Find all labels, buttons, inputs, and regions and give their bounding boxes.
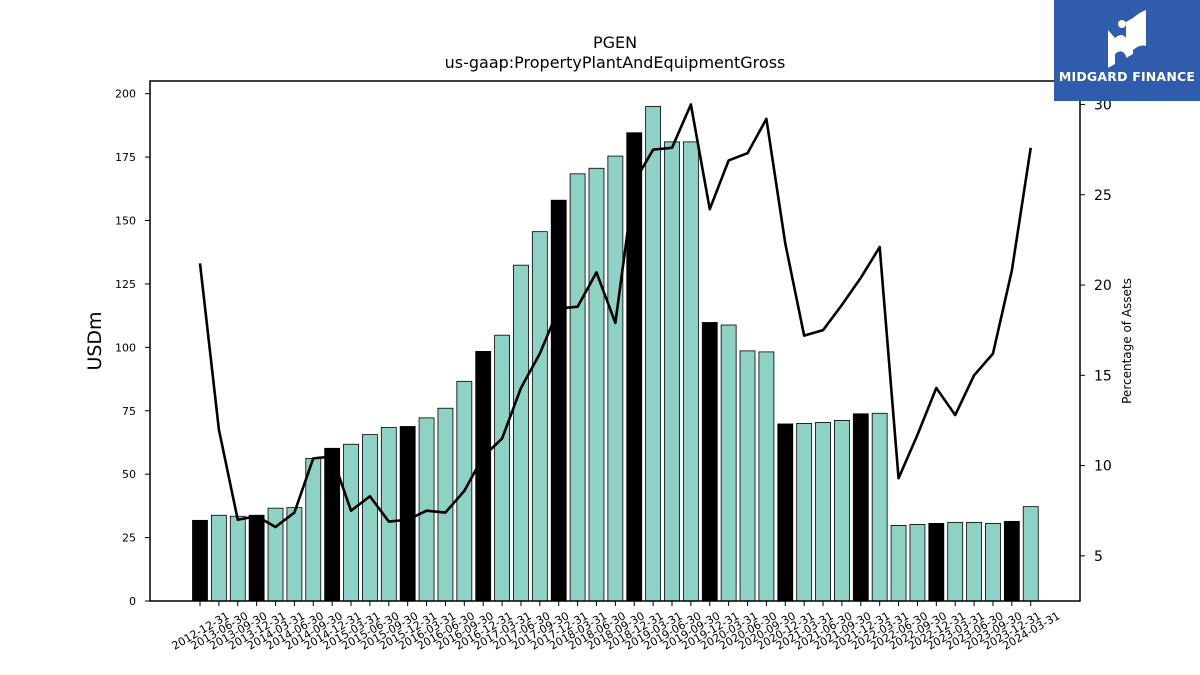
- bar-2014-09-30: [305, 458, 322, 602]
- y2-tick-label-30: 30: [1094, 97, 1112, 113]
- midgard-logo-icon: [1108, 10, 1146, 68]
- bar-2023-03-31: [947, 521, 964, 602]
- bar-2017-06-30: [513, 264, 529, 602]
- y-tick-label-125: 125: [115, 278, 136, 291]
- y-tick-label-100: 100: [115, 341, 136, 354]
- bar-2016-12-31: [475, 350, 492, 602]
- bar-2024-03-31: [1022, 506, 1039, 602]
- y-tick-label-25: 25: [122, 532, 136, 545]
- bar-2013-06-30: [210, 514, 227, 602]
- y-axis-label: USDm: [84, 311, 106, 370]
- bar-2018-06-30: [588, 167, 605, 602]
- y-tick-label-175: 175: [115, 151, 136, 164]
- bar-2012-12-31: [192, 519, 208, 602]
- bar-2017-09-30: [531, 231, 548, 602]
- y-tick-label-200: 200: [115, 88, 136, 101]
- y2-tick-label-25: 25: [1094, 188, 1112, 204]
- y-tick-label-75: 75: [122, 405, 136, 418]
- bar-2022-03-31: [871, 412, 888, 602]
- brand-logo: MIDGARD FINANCE: [1054, 0, 1200, 101]
- chart-subtitle: us-gaap:PropertyPlantAndEquipmentGross: [445, 53, 786, 72]
- bar-2023-12-31: [1003, 520, 1020, 602]
- bar-2014-06-30: [286, 507, 303, 602]
- bar-2015-03-31: [343, 443, 359, 602]
- y-tick-label-0: 0: [129, 595, 136, 608]
- bar-2015-12-31: [399, 426, 416, 602]
- brand-logo-text: MIDGARD FINANCE: [1058, 69, 1196, 84]
- bar-2022-06-30: [890, 525, 907, 602]
- bar-2020-12-31: [777, 423, 794, 602]
- plot-area: 0255075100125150175200510152025302012-12…: [115, 80, 1112, 653]
- bar-2013-12-31: [248, 514, 265, 602]
- bar-2021-06-30: [815, 422, 831, 602]
- bar-2020-03-31: [720, 324, 737, 602]
- chart-title: PGEN: [593, 33, 637, 52]
- bar-2021-03-31: [796, 423, 813, 602]
- bar-2018-12-31: [626, 132, 643, 602]
- bar-2021-12-31: [852, 413, 869, 602]
- y2-tick-label-5: 5: [1094, 549, 1103, 565]
- bar-2018-09-30: [607, 155, 624, 602]
- bar-2022-12-31: [928, 522, 945, 602]
- bar-2013-09-30: [229, 515, 246, 602]
- y-tick-label-150: 150: [115, 215, 136, 228]
- line-percentage-of-assets: [198, 103, 1033, 529]
- bar-2022-09-30: [909, 524, 926, 602]
- bar-2017-03-31: [494, 334, 510, 602]
- bar-2023-06-30: [966, 521, 982, 602]
- y2-tick-label-15: 15: [1094, 368, 1112, 384]
- bar-2021-09-30: [834, 419, 850, 602]
- bar-2017-12-31: [550, 199, 567, 602]
- bar-2019-06-30: [664, 141, 680, 602]
- y2-tick-label-20: 20: [1094, 278, 1112, 294]
- y2-axis-label: Percentage of Assets: [1120, 278, 1134, 404]
- bar-2023-09-30: [985, 522, 1001, 602]
- bar-2019-03-31: [645, 105, 662, 602]
- bar-2019-09-30: [682, 141, 699, 602]
- bar-2015-06-30: [362, 434, 378, 602]
- y-tick-label-50: 50: [122, 468, 136, 481]
- bar-2019-12-31: [701, 322, 718, 602]
- bar-2018-03-31: [569, 173, 586, 602]
- bar-2020-06-30: [739, 350, 756, 602]
- y2-tick-label-10: 10: [1094, 459, 1112, 475]
- bar-2020-09-30: [758, 351, 775, 602]
